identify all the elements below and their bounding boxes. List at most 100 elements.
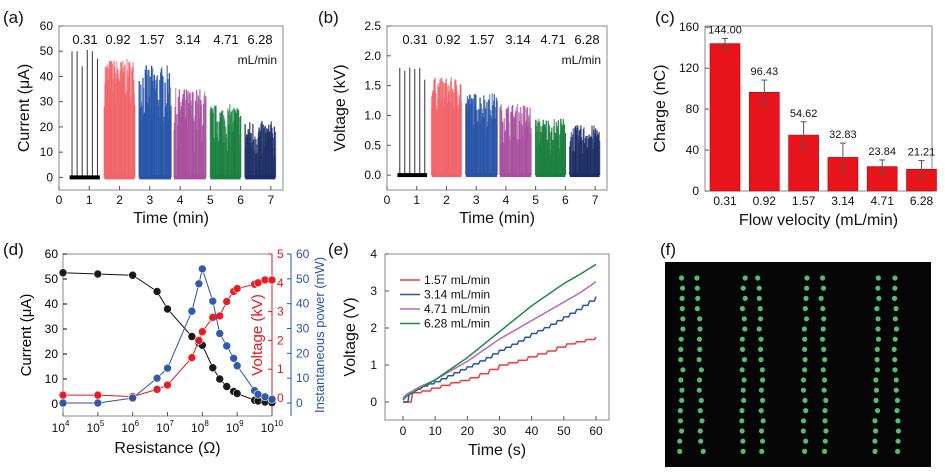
- series-2: [465, 93, 498, 178]
- data-point: [163, 304, 172, 314]
- led: [697, 316, 703, 322]
- x-tick-base: 10: [86, 421, 100, 435]
- y-tick-label: 0: [46, 170, 53, 184]
- y-tick-label: 10: [296, 371, 310, 385]
- data-point: [58, 268, 68, 278]
- led: [892, 357, 898, 363]
- x-tick-exponent: 7: [170, 419, 175, 428]
- led: [758, 357, 764, 363]
- x-tick-base: 10: [261, 421, 275, 435]
- led: [759, 397, 766, 403]
- x-tick-label: 1: [413, 193, 420, 207]
- data-point: [152, 373, 162, 383]
- power-axis-label: Instantaneous power (mW): [312, 257, 327, 413]
- led: [677, 418, 684, 424]
- led: [740, 438, 746, 444]
- led: [758, 387, 764, 393]
- led: [680, 316, 686, 322]
- led: [677, 448, 683, 454]
- led: [739, 336, 745, 342]
- flow-rate-label: 4.71: [540, 32, 565, 47]
- bar: [748, 92, 780, 192]
- x-tick-label: 10: [428, 424, 442, 438]
- led: [739, 306, 746, 312]
- data-point: [232, 389, 242, 398]
- x-tick-label: 0: [56, 193, 63, 207]
- y-tick-label: 0.5: [364, 138, 381, 152]
- x-tick-label: 20: [461, 424, 475, 438]
- led: [679, 397, 685, 403]
- led: [875, 275, 881, 281]
- led: [758, 408, 764, 414]
- data-point: [58, 398, 68, 408]
- led: [821, 377, 828, 383]
- x-tick-label: 7: [592, 193, 599, 207]
- data-point: [232, 284, 242, 293]
- led: [822, 408, 828, 414]
- x-tick-exponent: 6: [135, 419, 140, 428]
- led: [892, 285, 898, 291]
- led: [802, 346, 808, 352]
- led: [820, 285, 827, 291]
- led: [694, 285, 700, 291]
- led: [677, 408, 683, 414]
- x-tick-exponent: 5: [100, 419, 105, 428]
- led: [678, 357, 684, 363]
- x-tick-base: 10: [191, 421, 205, 435]
- y-tick-label: 120: [679, 61, 699, 75]
- plot-frame: [386, 25, 608, 191]
- data-point: [222, 382, 232, 391]
- led: [823, 428, 829, 434]
- led: [894, 397, 901, 403]
- led: [800, 418, 807, 424]
- data-point: [128, 393, 137, 403]
- y-tick-label: 2.0: [364, 49, 381, 63]
- led: [872, 448, 878, 454]
- data-point: [267, 394, 277, 404]
- panel-label: (c): [655, 8, 675, 27]
- led: [696, 387, 702, 393]
- panel-label: (b): [318, 8, 339, 27]
- x-tick-label: 0: [400, 424, 407, 438]
- x-tick-label: 4: [177, 193, 184, 207]
- series-5: [244, 120, 277, 180]
- led: [820, 306, 826, 312]
- x-tick-label: 6: [562, 193, 569, 207]
- led: [696, 336, 703, 342]
- led: [874, 346, 880, 352]
- led: [801, 326, 807, 332]
- y-tick-label: 5: [277, 247, 284, 261]
- y-tick-label: 80: [686, 102, 700, 116]
- led: [678, 275, 685, 281]
- y-tick-label: 60: [296, 247, 310, 261]
- led: [758, 428, 765, 434]
- led: [758, 336, 764, 342]
- led: [697, 326, 703, 332]
- led: [680, 326, 686, 332]
- led: [892, 316, 898, 322]
- led: [822, 418, 828, 424]
- led: [740, 387, 746, 393]
- led: [874, 357, 880, 363]
- legend-label: 4.71 mL/min: [424, 302, 490, 316]
- x-tick-label: 3: [473, 193, 480, 207]
- led: [893, 377, 899, 383]
- series-line-voltage: [63, 279, 272, 398]
- panel-label: (e): [328, 240, 349, 259]
- y-tick-label: 4: [277, 276, 284, 290]
- led: [698, 438, 704, 444]
- led: [802, 306, 808, 312]
- led: [756, 295, 762, 301]
- series-line: [403, 296, 597, 403]
- led: [679, 387, 685, 393]
- led: [872, 418, 878, 424]
- led: [895, 438, 901, 444]
- data-point: [152, 385, 162, 394]
- x-tick-base: 10: [226, 421, 240, 435]
- y-tick-label: 40: [45, 297, 59, 311]
- data-point: [152, 287, 162, 296]
- led: [755, 275, 761, 281]
- y-tick-label: 3: [277, 305, 284, 319]
- series-line: [403, 336, 597, 403]
- panel-label: (f): [660, 240, 676, 259]
